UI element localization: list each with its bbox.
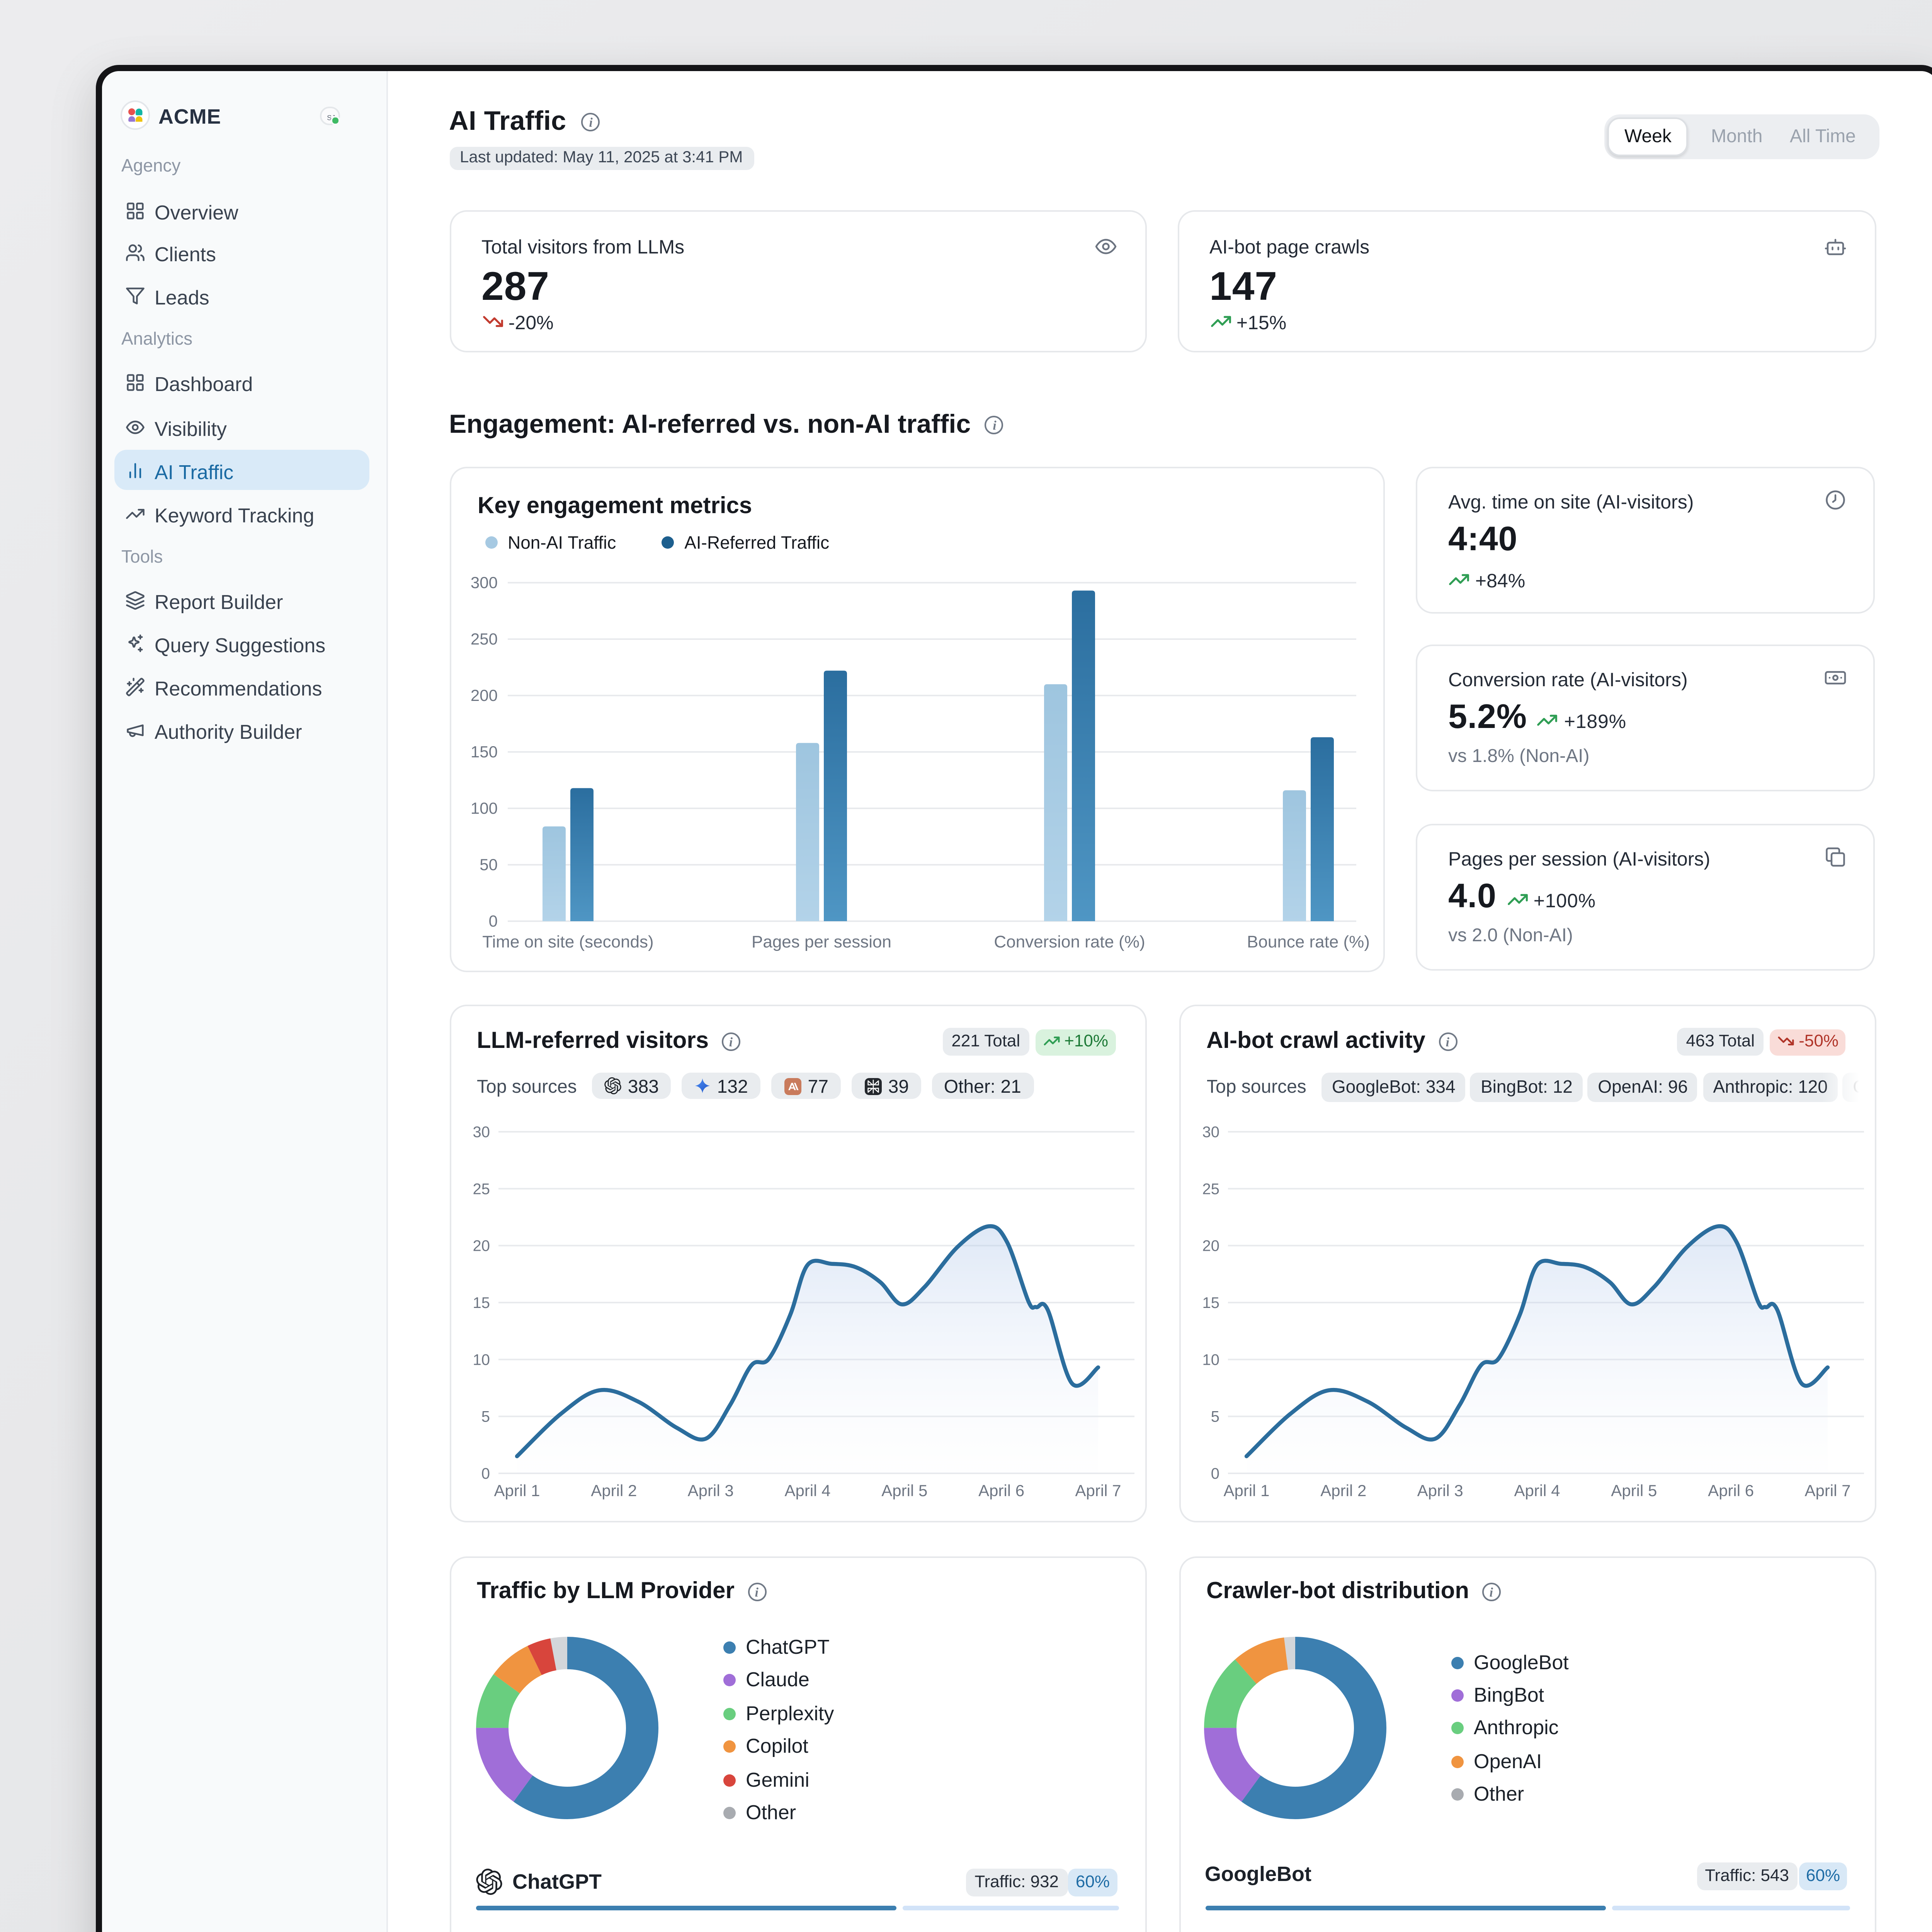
- svg-text:5: 5: [1210, 1409, 1219, 1426]
- svg-text:10: 10: [1202, 1352, 1219, 1369]
- svg-text:50: 50: [480, 856, 498, 874]
- svg-text:100: 100: [471, 799, 498, 818]
- svg-text:April 6: April 6: [1707, 1482, 1753, 1500]
- svg-text:April 2: April 2: [1320, 1482, 1366, 1500]
- svg-text:April 3: April 3: [687, 1482, 733, 1500]
- svg-text:200: 200: [471, 687, 498, 705]
- svg-text:April 5: April 5: [881, 1482, 927, 1500]
- svg-text:Conversion rate (%): Conversion rate (%): [994, 933, 1145, 952]
- svg-text:25: 25: [472, 1181, 490, 1198]
- svg-text:April 1: April 1: [493, 1482, 539, 1500]
- svg-text:April 4: April 4: [784, 1482, 830, 1500]
- svg-text:Pages per session: Pages per session: [752, 933, 891, 952]
- svg-text:30: 30: [472, 1124, 490, 1141]
- svg-text:April 1: April 1: [1223, 1482, 1269, 1500]
- svg-text:April 6: April 6: [978, 1482, 1024, 1500]
- svg-text:April 4: April 4: [1513, 1482, 1559, 1500]
- svg-text:250: 250: [471, 630, 498, 648]
- svg-text:10: 10: [472, 1352, 490, 1369]
- svg-text:0: 0: [1210, 1466, 1219, 1483]
- svg-text:April 7: April 7: [1804, 1482, 1850, 1500]
- svg-text:Time on site (seconds): Time on site (seconds): [482, 933, 653, 952]
- svg-text:15: 15: [472, 1295, 490, 1312]
- svg-text:20: 20: [472, 1238, 490, 1255]
- svg-text:April 5: April 5: [1610, 1482, 1656, 1500]
- svg-text:Bounce rate (%): Bounce rate (%): [1247, 933, 1370, 952]
- svg-text:20: 20: [1202, 1238, 1219, 1255]
- svg-text:SJ: SJ: [327, 113, 335, 121]
- svg-text:0: 0: [489, 912, 498, 930]
- svg-text:150: 150: [471, 743, 498, 761]
- svg-text:15: 15: [1202, 1295, 1219, 1312]
- svg-text:April 7: April 7: [1074, 1482, 1120, 1500]
- svg-text:April 3: April 3: [1417, 1482, 1463, 1500]
- svg-text:0: 0: [481, 1466, 489, 1483]
- svg-text:5: 5: [481, 1409, 489, 1426]
- svg-text:April 2: April 2: [590, 1482, 636, 1500]
- svg-text:25: 25: [1202, 1181, 1219, 1198]
- svg-text:300: 300: [471, 574, 498, 592]
- svg-text:30: 30: [1202, 1124, 1219, 1141]
